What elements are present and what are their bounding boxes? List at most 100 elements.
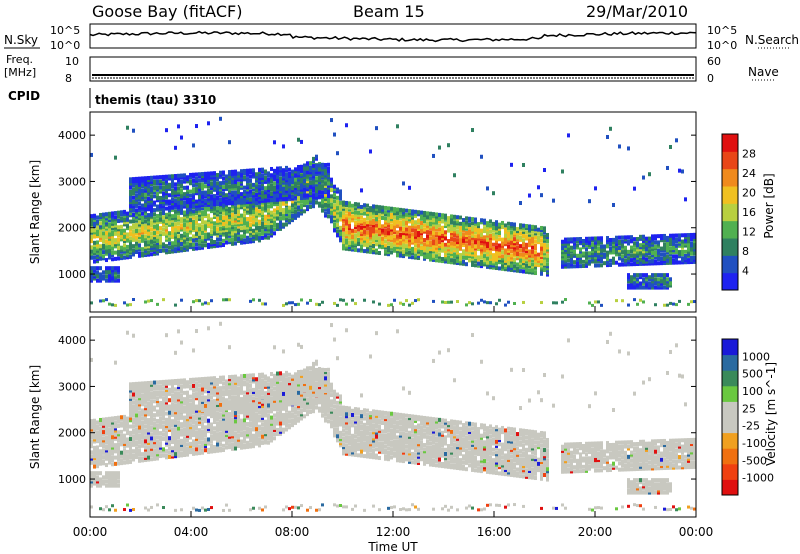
power-cell (240, 213, 243, 218)
power-cell (516, 254, 519, 259)
power-cell (459, 236, 462, 241)
power-cell (483, 239, 486, 244)
power-cell (99, 252, 102, 257)
power-cell (243, 219, 246, 224)
velocity-cell (135, 400, 138, 405)
velocity-cell (150, 428, 153, 433)
power-cell (144, 215, 147, 220)
power-cell (150, 212, 153, 217)
power-cell (492, 263, 495, 268)
power-cell (465, 239, 468, 244)
power-cell (303, 191, 306, 196)
power-cell (327, 173, 330, 178)
power-cell (525, 263, 528, 268)
power-cell (591, 238, 594, 243)
power-cell (369, 216, 372, 221)
power-cell (195, 201, 198, 206)
power-cell (498, 226, 501, 231)
power-cell (210, 204, 213, 209)
velocity-cell (135, 402, 138, 407)
power-cell (462, 236, 465, 241)
power-cell (210, 183, 213, 188)
power-cell (252, 170, 255, 175)
velocity-cell (117, 453, 120, 458)
power-cell (531, 239, 534, 244)
power-cell (324, 173, 327, 178)
velocity-cell (93, 452, 96, 457)
power-cell (123, 243, 126, 248)
power-cell (297, 185, 300, 190)
power-cell (297, 179, 300, 184)
velocity-cell (99, 428, 102, 433)
power-cell (324, 184, 327, 189)
power-cell (153, 202, 156, 207)
power-cell (186, 214, 189, 219)
power-cell (294, 190, 297, 195)
power-cell (228, 225, 231, 230)
power-cell (135, 212, 138, 217)
power-cell (90, 268, 93, 273)
power-cell (297, 175, 300, 180)
power-cell (300, 298, 303, 302)
power-cell (651, 259, 654, 264)
power-cell (174, 240, 177, 245)
velocity-cell (153, 444, 156, 449)
power-cell (96, 242, 99, 247)
power-cell (306, 198, 309, 203)
power-cell (261, 204, 264, 209)
power-cell (348, 215, 351, 220)
power-cell (510, 259, 513, 264)
power-cell (510, 263, 513, 268)
power-cell (453, 227, 456, 232)
power-cell (210, 244, 213, 249)
power-cell (165, 233, 168, 238)
velocity-cell (135, 390, 138, 395)
power-cell (228, 184, 231, 189)
power-cell (279, 197, 282, 202)
power-cell (237, 211, 240, 216)
power-cell (498, 266, 501, 271)
power-cell (237, 236, 240, 241)
power-cell (153, 237, 156, 242)
power-cell (261, 186, 264, 191)
power-cell (621, 262, 624, 267)
power-cell (306, 161, 309, 166)
power-cell (597, 240, 600, 245)
power-cell (486, 229, 489, 234)
power-cell (324, 189, 327, 194)
power-cell (399, 228, 402, 233)
power-cell (342, 227, 345, 232)
power-cell (474, 240, 477, 245)
power-cell (180, 194, 183, 199)
velocity-cell (93, 447, 96, 452)
power-cell (693, 255, 696, 260)
power-cell (270, 202, 273, 207)
power-cell (150, 239, 153, 244)
velocity-cell (111, 447, 114, 452)
power-cell (246, 195, 249, 200)
power-cell (657, 244, 660, 249)
power-cell (363, 226, 366, 231)
power-cell (324, 207, 327, 212)
power-cell (654, 279, 657, 284)
velocity-cell (129, 424, 132, 429)
power-cell (387, 216, 390, 221)
power-cell (573, 249, 576, 254)
velocity-cell (135, 392, 138, 397)
velocity-cell (90, 444, 93, 449)
power-cell (192, 242, 195, 247)
power-cell (108, 222, 111, 227)
power-cell (282, 168, 285, 173)
power-cell (291, 182, 294, 187)
power-cell (270, 173, 273, 178)
power-cell (633, 260, 636, 265)
power-cell (132, 219, 135, 224)
power-cell (192, 197, 195, 202)
power-cell (117, 229, 120, 234)
power-cell (144, 192, 147, 197)
power-cell (420, 210, 423, 215)
power-cell (198, 188, 201, 193)
power-cell (675, 303, 678, 307)
power-cell (471, 256, 474, 261)
power-cell (300, 191, 303, 196)
